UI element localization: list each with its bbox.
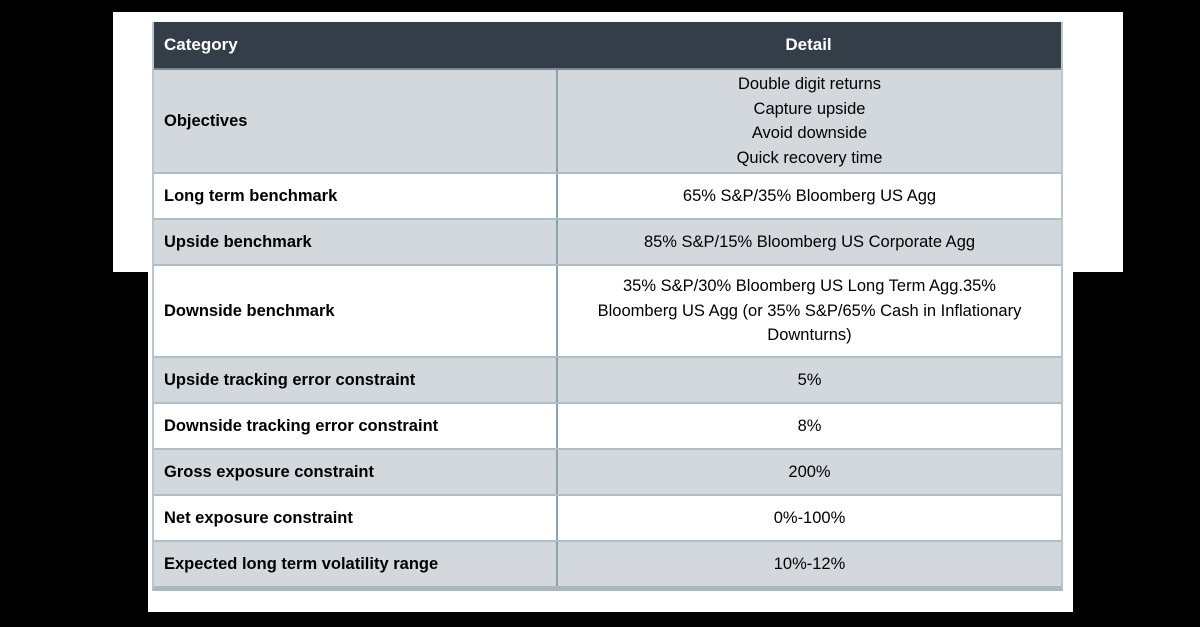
detail-cell: Double digit returns Capture upside Avoi… bbox=[556, 70, 1061, 172]
table-row-downside-benchmark: Downside benchmark 35% S&P/30% Bloomberg… bbox=[154, 264, 1061, 356]
table-row-downside-tracking-error: Downside tracking error constraint 8% bbox=[154, 402, 1061, 448]
detail-cell: 85% S&P/15% Bloomberg US Corporate Agg bbox=[556, 220, 1061, 264]
table-body: Objectives Double digit returns Capture … bbox=[154, 70, 1061, 586]
detail-cell: 200% bbox=[556, 450, 1061, 494]
category-cell: Objectives bbox=[164, 111, 248, 130]
table-row-upside-tracking-error: Upside tracking error constraint 5% bbox=[154, 356, 1061, 402]
table-row-net-exposure: Net exposure constraint 0%-100% bbox=[154, 494, 1061, 540]
table-row-objectives: Objectives Double digit returns Capture … bbox=[154, 70, 1061, 172]
category-cell: Upside tracking error constraint bbox=[164, 370, 416, 389]
category-cell: Downside benchmark bbox=[164, 301, 335, 320]
category-cell: Gross exposure constraint bbox=[164, 462, 374, 481]
detail-cell: 5% bbox=[556, 358, 1061, 402]
table-header-row: Category Detail bbox=[154, 22, 1061, 70]
detail-cell: 8% bbox=[556, 404, 1061, 448]
category-cell: Upside benchmark bbox=[164, 232, 312, 251]
detail-cell: 35% S&P/30% Bloomberg US Long Term Agg.3… bbox=[556, 266, 1061, 356]
detail-cell: 65% S&P/35% Bloomberg US Agg bbox=[556, 174, 1061, 218]
category-cell: Net exposure constraint bbox=[164, 508, 353, 527]
category-cell: Expected long term volatility range bbox=[164, 554, 439, 573]
table-row-long-term-benchmark: Long term benchmark 65% S&P/35% Bloomber… bbox=[154, 172, 1061, 218]
table-row-upside-benchmark: Upside benchmark 85% S&P/15% Bloomberg U… bbox=[154, 218, 1061, 264]
header-cell-category: Category bbox=[164, 35, 238, 54]
category-cell: Long term benchmark bbox=[164, 186, 338, 205]
table-row-gross-exposure: Gross exposure constraint 200% bbox=[154, 448, 1061, 494]
detail-cell: 0%-100% bbox=[556, 496, 1061, 540]
detail-cell: 10%-12% bbox=[556, 542, 1061, 586]
category-cell: Downside tracking error constraint bbox=[164, 416, 439, 435]
mandate-table: Category Detail Objectives Double digit … bbox=[152, 22, 1063, 591]
header-cell-detail: Detail bbox=[785, 35, 832, 54]
table-row-expected-volatility: Expected long term volatility range 10%-… bbox=[154, 540, 1061, 586]
